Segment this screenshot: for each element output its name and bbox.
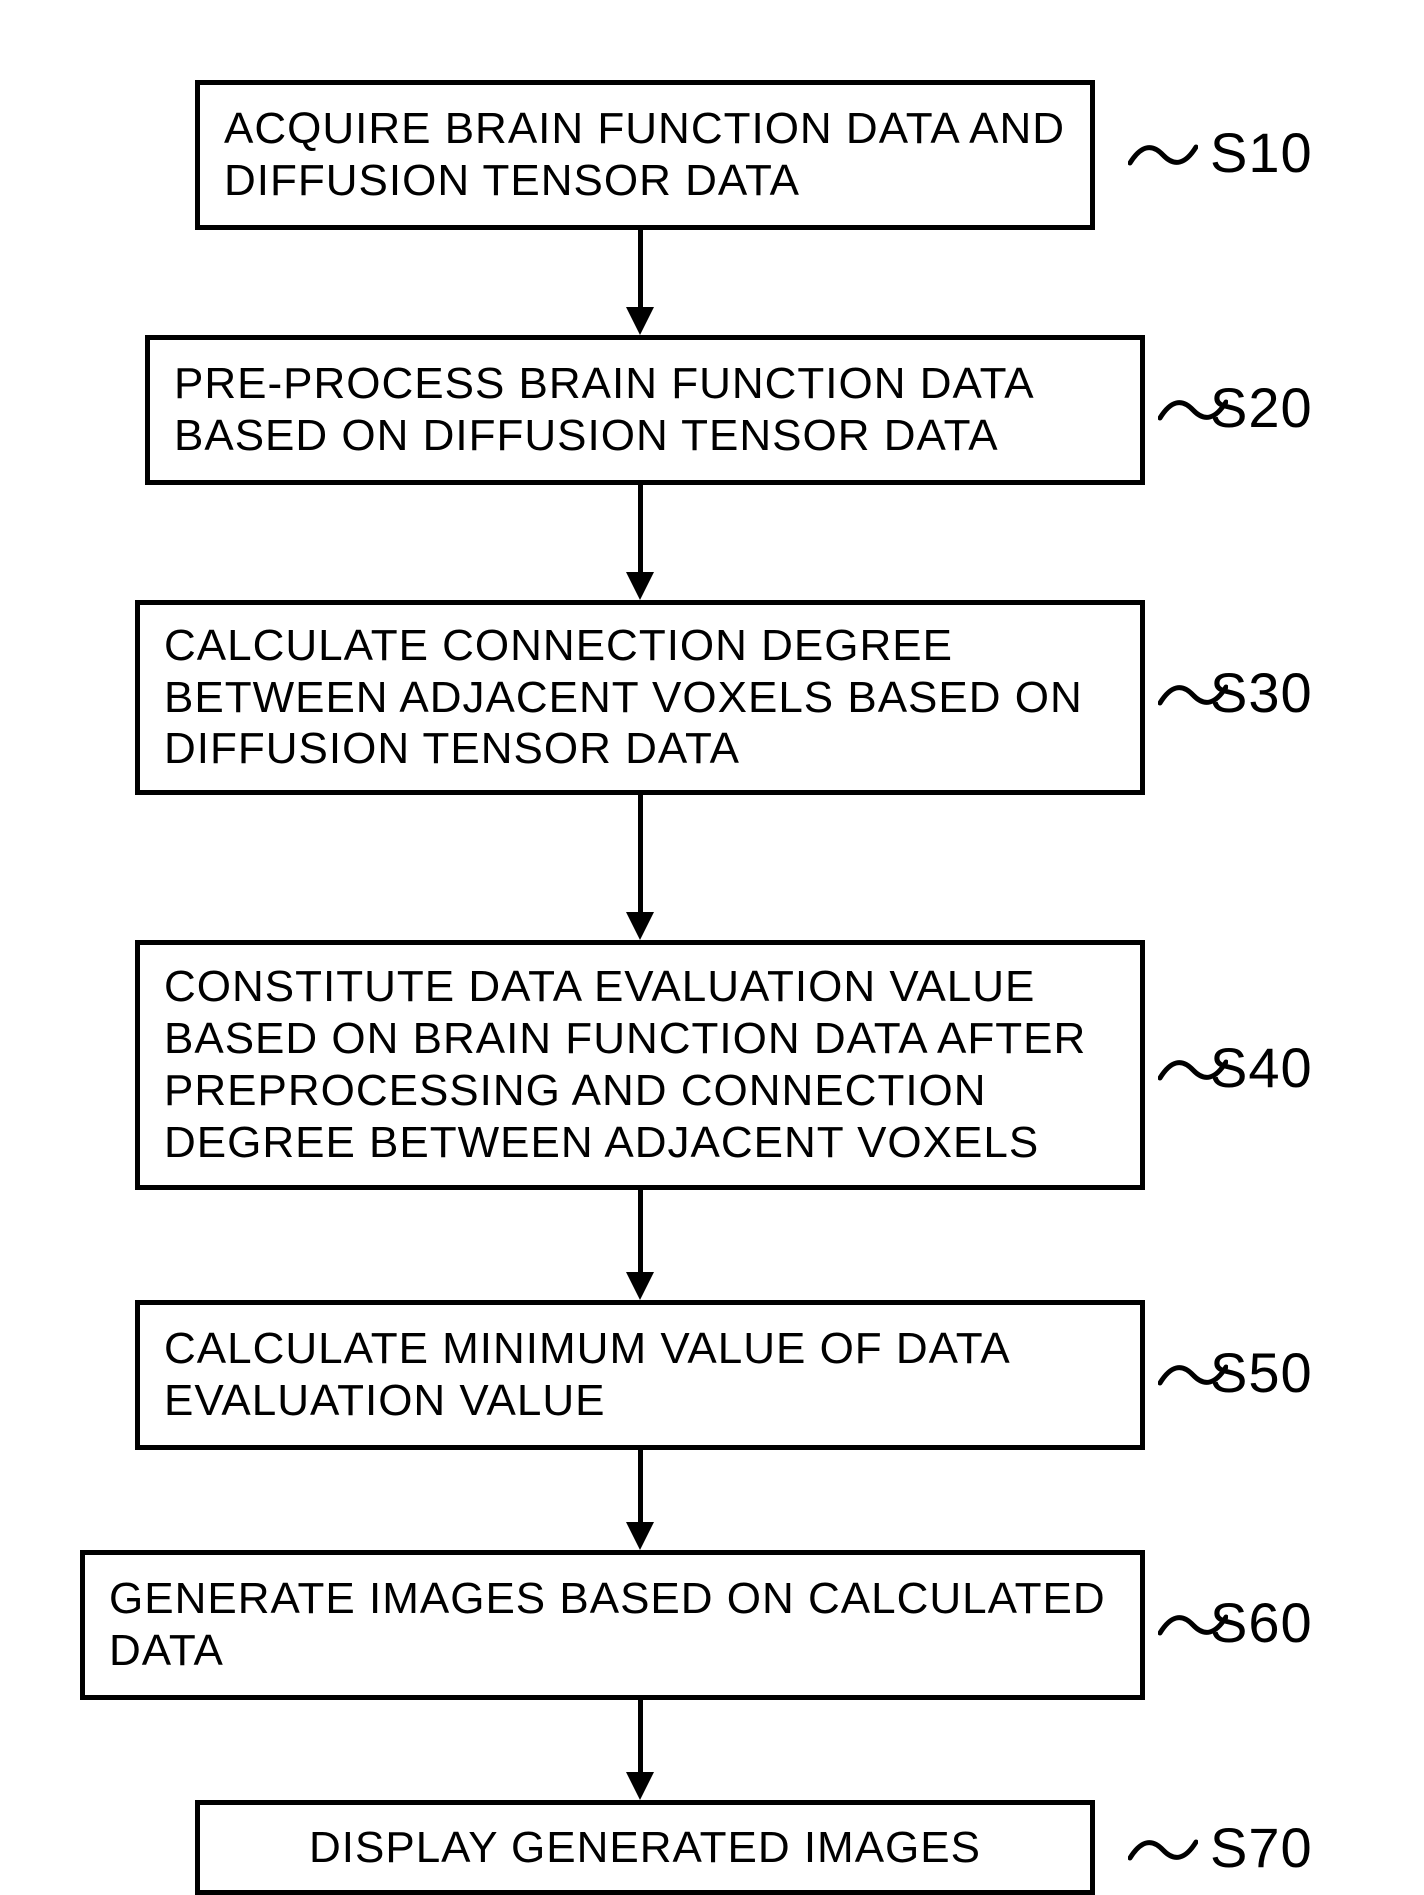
flowchart-canvas: ACQUIRE BRAIN FUNCTION DATA AND DIFFUSIO…: [0, 0, 1424, 1853]
flow-node-text: DISPLAY GENERATED IMAGES: [224, 1822, 1066, 1874]
edge-s40-s50: [638, 1190, 643, 1276]
flow-node-s10: ACQUIRE BRAIN FUNCTION DATA AND DIFFUSIO…: [195, 80, 1095, 230]
edge-s30-s40: [638, 795, 643, 916]
step-label-s70: S70: [1210, 1815, 1313, 1880]
flow-node-s20: PRE-PROCESS BRAIN FUNCTION DATA BASED ON…: [145, 335, 1145, 485]
connector-tilde: [1128, 135, 1198, 180]
flow-node-text: GENERATE IMAGES BASED ON CALCULATED DATA: [109, 1573, 1106, 1677]
flow-node-text: CONSTITUTE DATA EVALUATION VALUE BASED O…: [164, 961, 1086, 1169]
arrowhead-icon: [626, 1272, 654, 1300]
flow-node-s40: CONSTITUTE DATA EVALUATION VALUE BASED O…: [135, 940, 1145, 1190]
flow-node-s50: CALCULATE MINIMUM VALUE OF DATA EVALUATI…: [135, 1300, 1145, 1450]
edge-s20-s30: [638, 485, 643, 576]
arrowhead-icon: [626, 912, 654, 940]
flow-node-text: ACQUIRE BRAIN FUNCTION DATA AND DIFFUSIO…: [224, 103, 1065, 207]
edge-s10-s20: [638, 230, 643, 311]
connector-tilde: [1158, 675, 1228, 720]
step-label-s10: S10: [1210, 120, 1313, 185]
flow-node-text: CALCULATE CONNECTION DEGREE BETWEEN ADJA…: [164, 620, 1083, 776]
flow-node-s60: GENERATE IMAGES BASED ON CALCULATED DATA: [80, 1550, 1145, 1700]
arrowhead-icon: [626, 572, 654, 600]
arrowhead-icon: [626, 307, 654, 335]
flow-node-text: CALCULATE MINIMUM VALUE OF DATA EVALUATI…: [164, 1323, 1011, 1427]
arrowhead-icon: [626, 1772, 654, 1800]
edge-s60-s70: [638, 1700, 643, 1776]
flow-node-s30: CALCULATE CONNECTION DEGREE BETWEEN ADJA…: [135, 600, 1145, 795]
flow-node-s70: DISPLAY GENERATED IMAGES: [195, 1800, 1095, 1895]
flow-node-text: PRE-PROCESS BRAIN FUNCTION DATA BASED ON…: [174, 358, 1035, 462]
connector-tilde: [1158, 1050, 1228, 1095]
connector-tilde: [1158, 1605, 1228, 1650]
edge-s50-s60: [638, 1450, 643, 1526]
connector-tilde: [1158, 1355, 1228, 1400]
arrowhead-icon: [626, 1522, 654, 1550]
connector-tilde: [1158, 390, 1228, 435]
